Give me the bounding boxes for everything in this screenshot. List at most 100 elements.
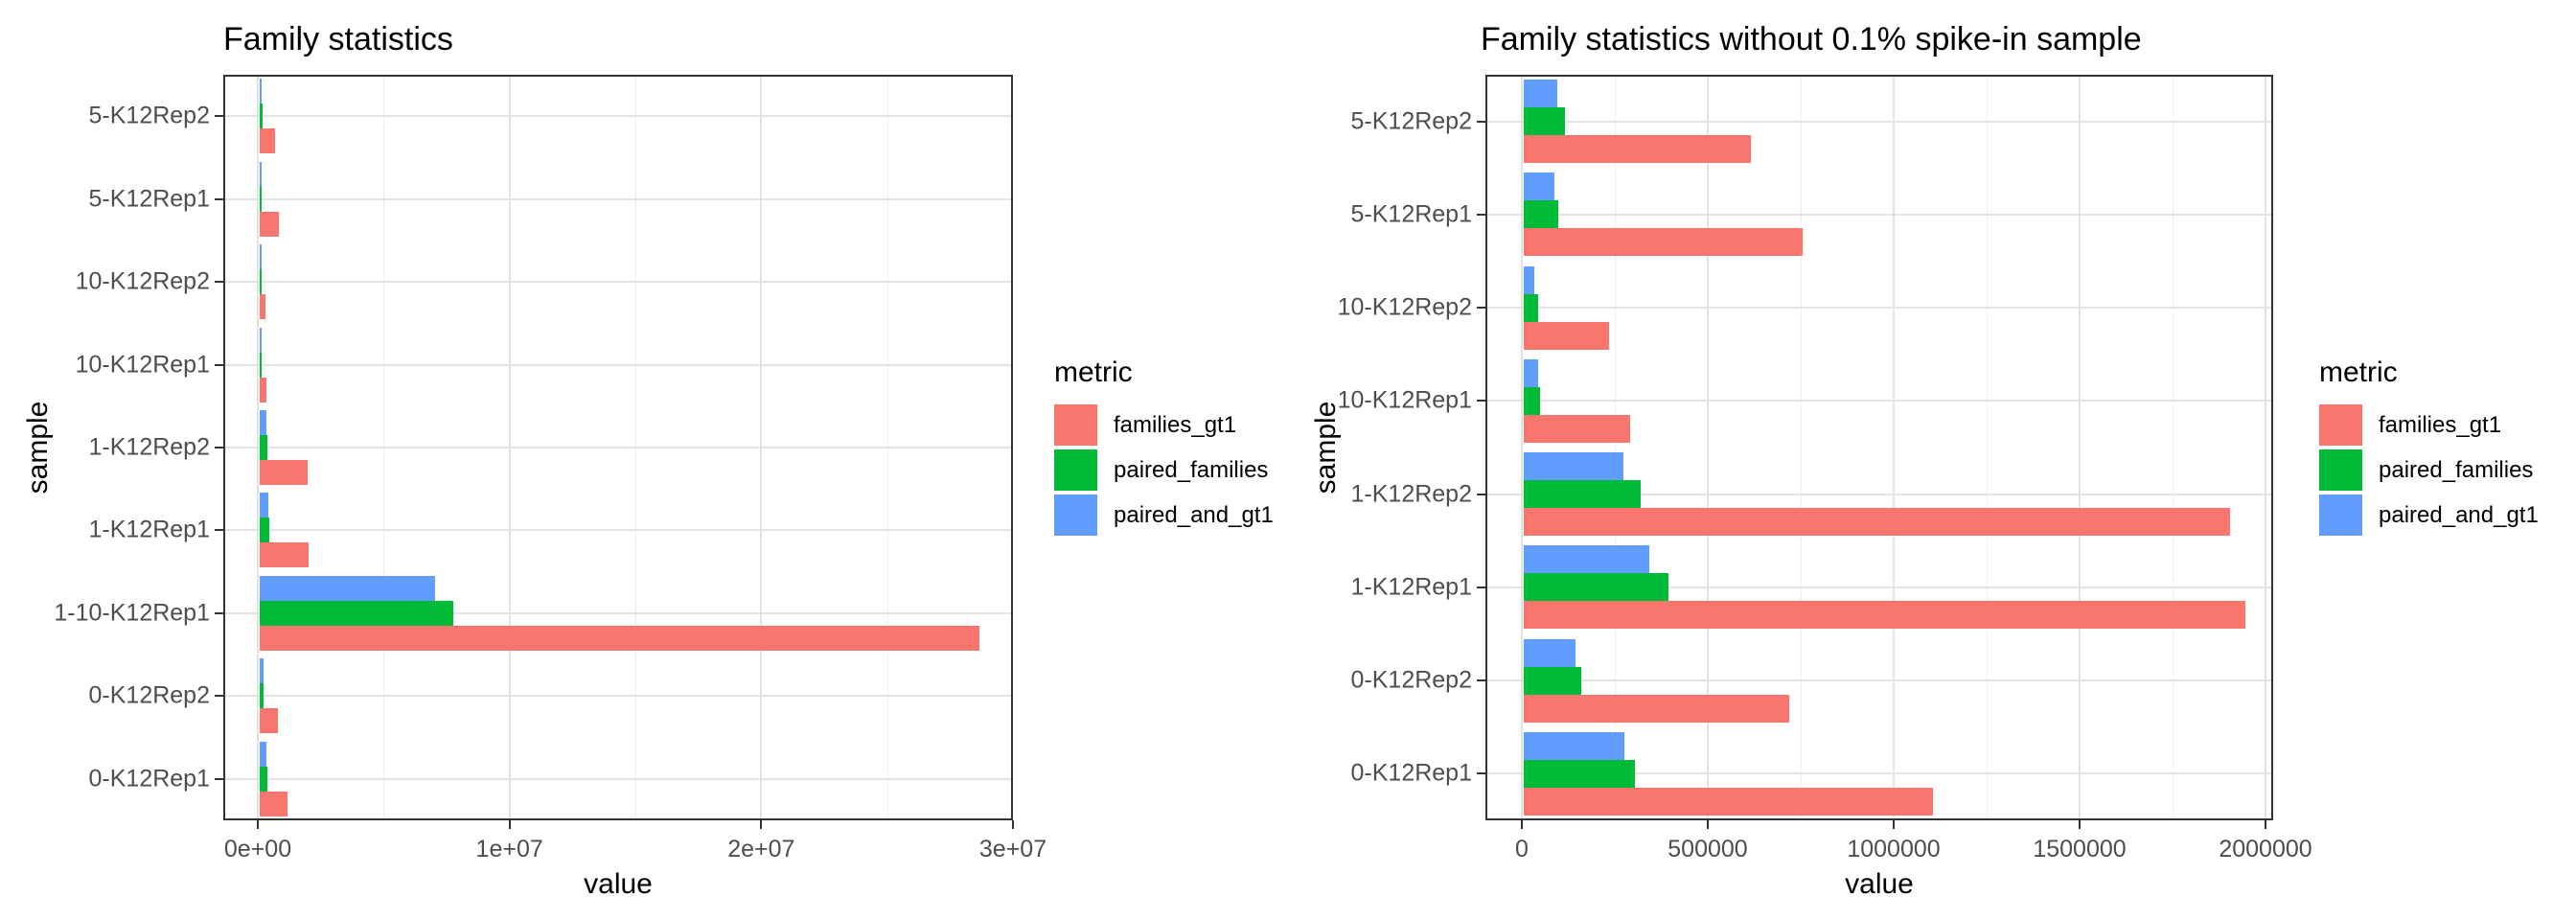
gridline-major bbox=[225, 611, 1011, 614]
bar-paired_and_gt1-10-K12Rep2 bbox=[260, 244, 262, 269]
gridline-major bbox=[1487, 213, 2271, 216]
gridline-major bbox=[1487, 679, 2271, 682]
y-tick-label-1-K12Rep1: 1-K12Rep1 bbox=[88, 516, 210, 543]
legend-item-paired-and-gt1: paired_and_gt1 bbox=[1054, 493, 1274, 538]
y-tick-mark bbox=[215, 363, 223, 366]
y-tick-label-5-K12Rep1: 5-K12Rep1 bbox=[1350, 200, 1472, 228]
y-tick-mark bbox=[215, 611, 223, 614]
y-tick-mark bbox=[215, 281, 223, 284]
y-tick-label-5-K12Rep2: 5-K12Rep2 bbox=[88, 102, 210, 129]
bar-paired_families-0-K12Rep1 bbox=[260, 767, 267, 792]
y-tick-mark bbox=[1477, 400, 1485, 402]
gridline-major bbox=[2079, 77, 2081, 818]
bar-families_gt1-5-K12Rep1 bbox=[1524, 228, 1803, 256]
x-tick-label: 3e+07 bbox=[978, 836, 1047, 862]
gridline-major bbox=[1487, 400, 2271, 402]
legend-key-swatch bbox=[2319, 404, 2362, 446]
bar-paired_and_gt1-5-K12Rep1 bbox=[260, 162, 262, 187]
chart-title-right: Family statistics without 0.1% spike-in … bbox=[1481, 21, 2142, 58]
legend-metric-left: metric families_gt1 paired_families pair… bbox=[1054, 356, 1274, 538]
legend-title: metric bbox=[1054, 356, 1133, 388]
y-tick-label-1-K12Rep1: 1-K12Rep1 bbox=[1350, 573, 1472, 601]
legend-item-paired-families: paired_families bbox=[2319, 448, 2539, 493]
y-tick-label-0-K12Rep2: 0-K12Rep2 bbox=[1350, 666, 1472, 694]
bar-paired_and_gt1-10-K12Rep2 bbox=[1524, 266, 1534, 294]
bar-paired_families-10-K12Rep1 bbox=[260, 353, 262, 378]
bar-families_gt1-1-10-K12Rep1 bbox=[260, 626, 979, 651]
x-axis-title-left: value bbox=[584, 868, 653, 900]
gridline-major bbox=[1487, 120, 2271, 123]
bar-paired_families-1-K12Rep1 bbox=[260, 518, 269, 542]
x-tick-mark bbox=[257, 820, 259, 829]
legend-key-swatch bbox=[2319, 494, 2362, 536]
y-tick-mark bbox=[1477, 586, 1485, 588]
plot-panel bbox=[1485, 75, 2273, 820]
bar-families_gt1-1-K12Rep1 bbox=[260, 542, 309, 567]
x-tick-mark bbox=[1521, 820, 1523, 829]
bar-families_gt1-0-K12Rep1 bbox=[260, 792, 288, 816]
bar-families_gt1-1-K12Rep2 bbox=[260, 460, 308, 485]
bar-families_gt1-5-K12Rep2 bbox=[1524, 135, 1751, 163]
y-tick-label-10-K12Rep2: 10-K12Rep2 bbox=[1337, 293, 1472, 321]
y-tick-label-10-K12Rep2: 10-K12Rep2 bbox=[75, 267, 210, 295]
bar-paired_families-5-K12Rep1 bbox=[260, 187, 262, 212]
bar-paired_families-10-K12Rep2 bbox=[260, 269, 262, 294]
x-tick-label: 2e+07 bbox=[727, 836, 795, 862]
bar-families_gt1-5-K12Rep2 bbox=[260, 128, 275, 153]
bar-paired_families-1-10-K12Rep1 bbox=[260, 601, 453, 626]
bar-paired_and_gt1-5-K12Rep2 bbox=[260, 79, 262, 104]
bar-paired_and_gt1-0-K12Rep1 bbox=[1524, 732, 1624, 760]
legend-metric-right: metric families_gt1 paired_families pair… bbox=[2319, 356, 2539, 538]
y-tick-mark bbox=[215, 197, 223, 200]
x-tick-mark bbox=[508, 820, 511, 829]
legend-label: families_gt1 bbox=[1114, 411, 1237, 438]
bar-paired_families-10-K12Rep1 bbox=[1524, 387, 1540, 415]
y-tick-mark bbox=[1477, 679, 1485, 682]
plot-panel bbox=[223, 75, 1013, 820]
y-tick-label-5-K12Rep1: 5-K12Rep1 bbox=[88, 185, 210, 213]
bar-paired_families-0-K12Rep1 bbox=[1524, 760, 1635, 788]
y-tick-label-1-K12Rep2: 1-K12Rep2 bbox=[1350, 480, 1472, 508]
y-tick-mark bbox=[215, 695, 223, 698]
legend-key-swatch bbox=[1054, 494, 1097, 536]
bar-paired_and_gt1-1-K12Rep1 bbox=[1524, 545, 1649, 573]
x-tick-label: 500000 bbox=[1668, 836, 1748, 862]
bar-paired_and_gt1-1-K12Rep2 bbox=[260, 410, 266, 435]
x-tick-label: 1000000 bbox=[1847, 836, 1941, 862]
bar-paired_families-1-K12Rep1 bbox=[1524, 573, 1668, 601]
legend-label: paired_and_gt1 bbox=[2379, 501, 2539, 528]
y-tick-mark bbox=[215, 529, 223, 532]
y-tick-mark bbox=[1477, 213, 1485, 216]
bar-families_gt1-0-K12Rep1 bbox=[1524, 788, 1933, 816]
y-tick-mark bbox=[1477, 307, 1485, 310]
gridline-minor bbox=[1801, 77, 1802, 818]
legend-label: families_gt1 bbox=[2379, 411, 2502, 438]
y-tick-label-1-10-K12Rep1: 1-10-K12Rep1 bbox=[54, 599, 210, 627]
bar-families_gt1-1-K12Rep1 bbox=[1524, 601, 2245, 629]
bar-paired_and_gt1-1-K12Rep2 bbox=[1524, 452, 1623, 480]
bar-paired_families-10-K12Rep2 bbox=[1524, 294, 1538, 322]
y-tick-label-10-K12Rep1: 10-K12Rep1 bbox=[75, 351, 210, 379]
x-tick-label: 1500000 bbox=[2033, 836, 2127, 862]
y-tick-mark bbox=[1477, 120, 1485, 123]
y-tick-label-0-K12Rep1: 0-K12Rep1 bbox=[1350, 759, 1472, 787]
x-tick-mark bbox=[1012, 820, 1014, 829]
gridline-minor bbox=[1987, 77, 1988, 818]
bar-paired_families-0-K12Rep2 bbox=[260, 683, 264, 708]
gridline-major bbox=[225, 197, 1011, 200]
x-tick-label: 0 bbox=[1515, 836, 1529, 862]
x-axis-title-right: value bbox=[1845, 868, 1914, 900]
legend-label: paired_families bbox=[2379, 456, 2534, 483]
bar-paired_and_gt1-0-K12Rep1 bbox=[260, 742, 266, 767]
gridline-major bbox=[225, 115, 1011, 118]
bar-families_gt1-0-K12Rep2 bbox=[1524, 695, 1789, 723]
bar-paired_and_gt1-5-K12Rep2 bbox=[1524, 80, 1557, 107]
x-tick-label: 0e+00 bbox=[223, 836, 292, 862]
gridline-major bbox=[225, 529, 1011, 532]
x-tick-mark bbox=[1893, 820, 1895, 829]
bar-paired_and_gt1-10-K12Rep1 bbox=[260, 328, 262, 353]
gridline-major bbox=[1487, 772, 2271, 775]
gridline-minor bbox=[2173, 77, 2174, 818]
gridline-major bbox=[2265, 77, 2266, 818]
legend-key-swatch bbox=[1054, 404, 1097, 446]
